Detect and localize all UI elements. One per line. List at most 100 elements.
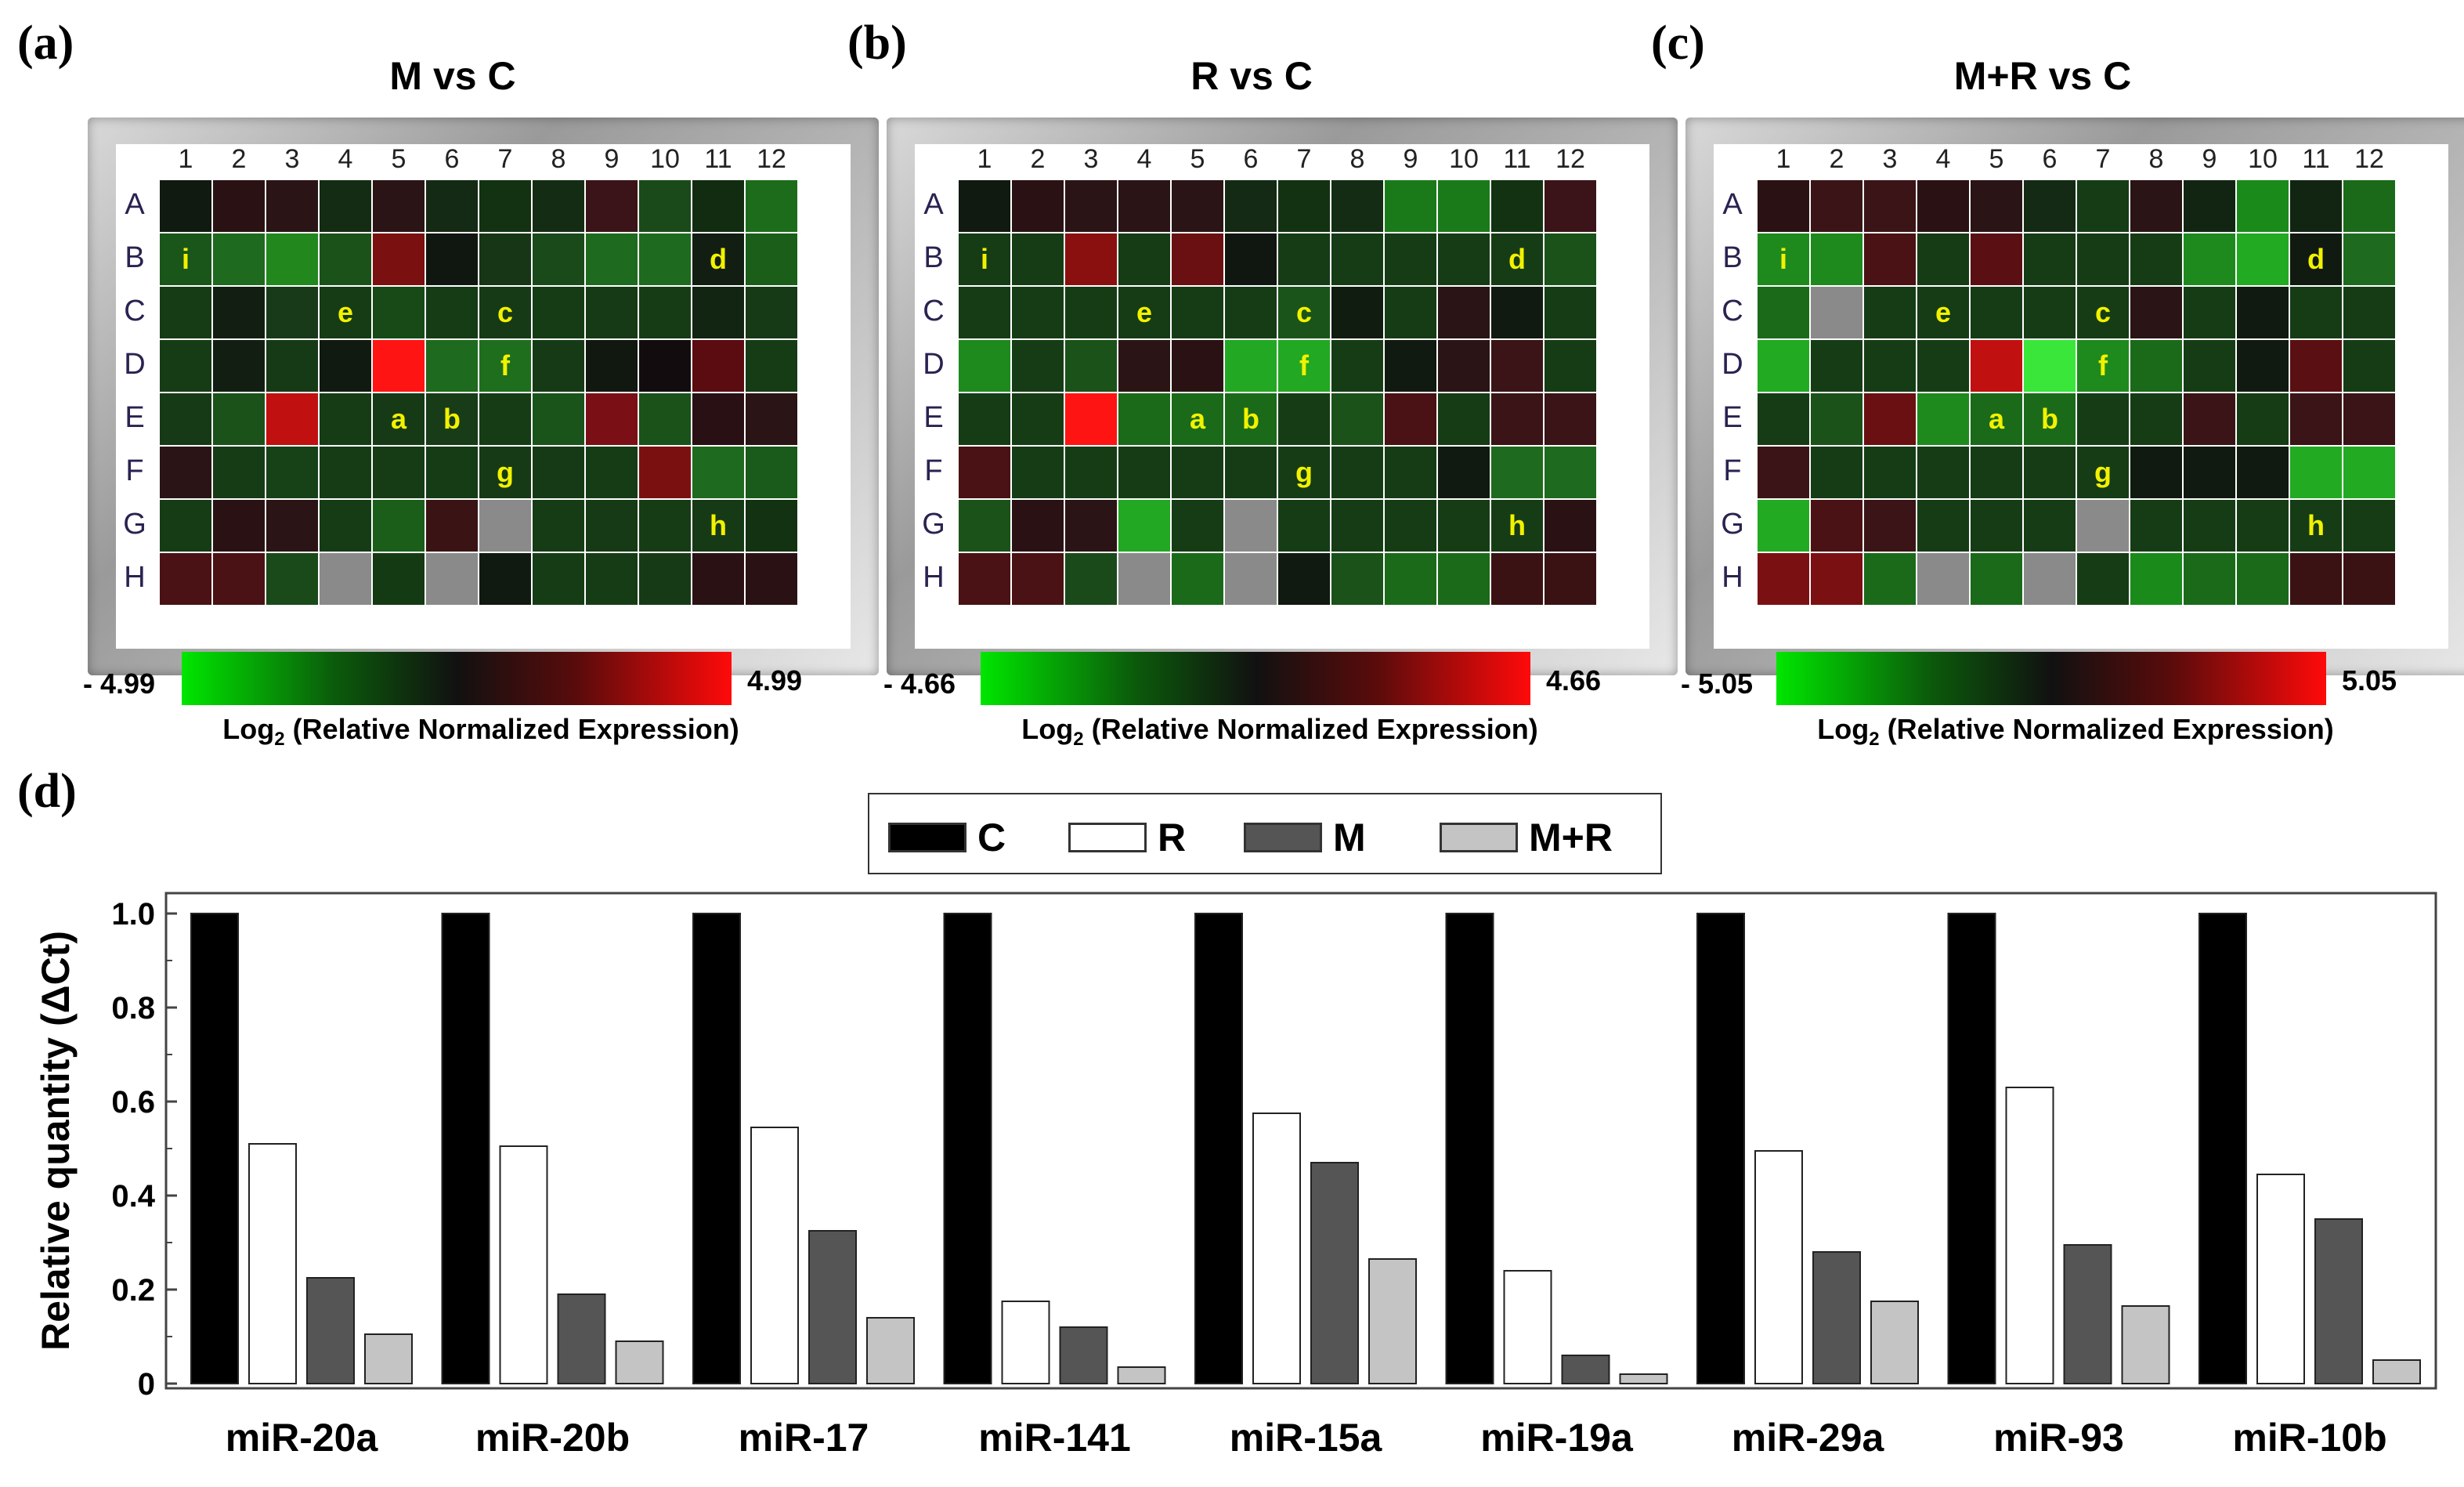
heatmap-cell: [746, 500, 797, 552]
bar-c: [692, 913, 741, 1384]
heatmap-cell: [533, 287, 584, 338]
bar-m: [306, 1277, 355, 1384]
heatmap-cell: [160, 287, 211, 338]
heatmap-cell: [1491, 287, 1543, 338]
heatmap-cell: [1811, 553, 1862, 605]
heatmap-cell: [2184, 393, 2235, 445]
x-tick-label: miR-29a: [1732, 1416, 1885, 1460]
bar-m: [557, 1293, 606, 1384]
heatmap-cell: [1118, 447, 1170, 498]
heatmap-cell: [373, 287, 425, 338]
heatmap-cell: [1385, 553, 1436, 605]
heatmap-cell: [1385, 393, 1436, 445]
heatmap-cell: [1864, 180, 1916, 232]
heatmap-cell: [373, 233, 425, 285]
heatmap-cell: [1278, 393, 1330, 445]
heatmap-cell: [2343, 553, 2395, 605]
heatmap-cell: [1864, 340, 1916, 392]
heatmap-cell: b: [426, 393, 478, 445]
heatmap-cell: [1811, 500, 1862, 552]
row-header: B: [923, 241, 944, 274]
heatmap-cell: [1278, 233, 1330, 285]
heatmap-cell: [1971, 553, 2022, 605]
heatmap-cell: [1864, 447, 1916, 498]
row-header: D: [923, 348, 945, 381]
heatmap-cell: [1385, 233, 1436, 285]
scale-caption-c: Log2 (Relative Normalized Expression): [1762, 713, 2389, 751]
bar-m: [808, 1230, 857, 1384]
heatmap-cell: [266, 287, 318, 338]
heatmap-cell: [746, 393, 797, 445]
row-header: A: [125, 188, 145, 221]
heatmap-cell: [1917, 180, 1969, 232]
heatmap-cell: [2024, 553, 2076, 605]
heatmap-cell: [1811, 340, 1862, 392]
heatmap-cell: [1172, 233, 1223, 285]
heatmap-cell: [2343, 233, 2395, 285]
legend-item-c: C: [888, 815, 1006, 860]
heatmap-cell: g: [1278, 447, 1330, 498]
bar-r: [1252, 1113, 1301, 1384]
heatmap-cell: [2077, 180, 2129, 232]
heatmap-cell: [959, 500, 1010, 552]
bar-m: [1310, 1162, 1359, 1384]
legend-label-c: C: [977, 816, 1006, 859]
legend-item-mr: M+R: [1440, 815, 1613, 860]
heatmap-cell: g: [479, 447, 531, 498]
column-header: 4: [1935, 144, 1951, 174]
panel-letter-a: (a): [17, 16, 74, 70]
heatmap-cell: [2343, 287, 2395, 338]
heatmap-cell: [1172, 447, 1223, 498]
row-header: B: [125, 241, 145, 274]
heatmap-cell: [1172, 287, 1223, 338]
row-header: C: [124, 295, 146, 327]
heatmap-cell: [1118, 500, 1170, 552]
heatmap-cell: h: [2290, 500, 2342, 552]
scale-max-a: 4.99: [747, 664, 803, 696]
heatmap-cell: [320, 553, 371, 605]
heatmap-cell: a: [373, 393, 425, 445]
heatmap-cell: [1438, 500, 1490, 552]
row-header: H: [1722, 561, 1743, 594]
cell-marker: b: [1242, 403, 1259, 435]
heatmap-cell: [2024, 340, 2076, 392]
row-header: C: [923, 295, 945, 327]
scale-caption-b: Log2 (Relative Normalized Expression): [966, 713, 1593, 751]
bar-c: [1194, 913, 1243, 1384]
caption-rest: (Relative Normalized Expression): [1879, 713, 2334, 745]
heatmap-cell: [2024, 180, 2076, 232]
column-header: 5: [391, 144, 406, 174]
heatmap-cell: [213, 180, 265, 232]
heatmap-cell: a: [1971, 393, 2022, 445]
heatmap-cell: [1758, 287, 1809, 338]
heatmap-cell: [2237, 233, 2289, 285]
legend-swatch-r: [1068, 823, 1147, 852]
heatmap-cell: [2184, 447, 2235, 498]
heatmap-cell: [2290, 393, 2342, 445]
heatmap-cell: [2077, 553, 2129, 605]
heatmap-cell: i: [959, 233, 1010, 285]
bar-m: [1812, 1251, 1861, 1384]
heatmap-cell: [1917, 447, 1969, 498]
heatmap-cell: [1331, 447, 1383, 498]
x-tick-label: miR-19a: [1480, 1416, 1634, 1460]
column-header: 4: [1136, 144, 1152, 174]
cell-marker: d: [710, 243, 727, 275]
bar-m-plus-r: [2121, 1305, 2170, 1384]
heatmap-cell: [586, 553, 638, 605]
heatmap-cell: [160, 340, 211, 392]
heatmap-cell: [1545, 393, 1596, 445]
heatmap-cell: [533, 553, 584, 605]
legend-swatch-m: [1244, 823, 1322, 852]
heatmap-cell: [426, 500, 478, 552]
bar-c: [1445, 913, 1494, 1384]
heatmap-cell: [1172, 180, 1223, 232]
column-header: 9: [1403, 144, 1418, 174]
heatmap-cell: [1971, 340, 2022, 392]
cell-marker: e: [1935, 296, 1952, 328]
heatmap-cell: h: [1491, 500, 1543, 552]
heatmap-cell: [2290, 340, 2342, 392]
heatmap-cell: [2343, 180, 2395, 232]
legend-swatch-mr: [1440, 823, 1518, 852]
